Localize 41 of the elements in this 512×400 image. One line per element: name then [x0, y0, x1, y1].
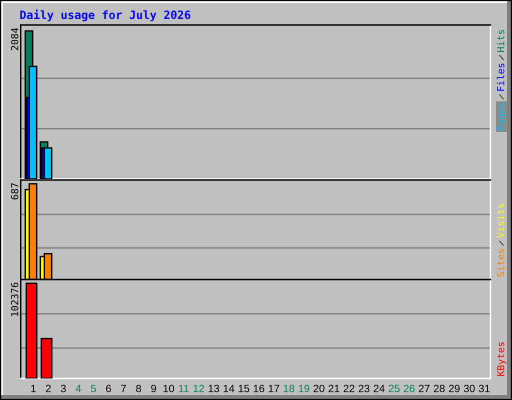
x-tick-label: 9 [151, 384, 156, 392]
text: Visits [496, 204, 504, 238]
x-tick-label: 6 [106, 384, 111, 392]
x-tick-label: 19 [298, 384, 310, 392]
x-tick-label: 24 [374, 384, 385, 392]
x-tick-label: 26 [404, 384, 415, 392]
x-tick-label: 21 [328, 384, 340, 392]
x-tick-label: 30 [464, 384, 475, 392]
x-tick-label: 5 [90, 384, 96, 392]
text: 102376 [10, 282, 18, 316]
text: Files [496, 64, 504, 91]
text: Hits [496, 30, 504, 52]
x-tick-label: 7 [121, 384, 126, 392]
x-tick-label: 25 [388, 384, 400, 392]
x-tick-label: 14 [224, 384, 234, 392]
text: KBytes [497, 342, 506, 376]
x-tick-label: 23 [358, 384, 370, 392]
x-tick-label: 12 [194, 384, 204, 392]
x-tick-label: 17 [268, 384, 280, 392]
chart-title: Daily usage for July 2026 [20, 10, 190, 22]
x-tick-label: 29 [448, 384, 460, 392]
x-tick-label: 4 [76, 384, 82, 392]
text: 2084 [10, 28, 18, 50]
x-tick-label: 11 [178, 384, 189, 392]
x-tick-label: 22 [344, 384, 354, 392]
x-tick-label: 28 [434, 384, 445, 392]
text: Pages [497, 102, 506, 130]
x-tick-label: 8 [136, 384, 142, 392]
x-tick-label: 3 [60, 384, 66, 392]
x-tick-label: 13 [208, 384, 220, 392]
x-tick-label: 20 [314, 384, 324, 392]
x-tick-label: 1 [31, 384, 36, 392]
x-tick-label: 16 [254, 384, 264, 392]
x-tick-label: 27 [418, 384, 430, 392]
text: 687 [10, 183, 18, 200]
x-tick-label: 18 [284, 384, 294, 392]
x-tick-label: 10 [164, 384, 174, 392]
x-tick-label: 2 [46, 384, 51, 392]
x-tick-label: 31 [478, 384, 490, 392]
x-tick-label: 15 [238, 384, 250, 392]
text: Sites [496, 249, 504, 277]
